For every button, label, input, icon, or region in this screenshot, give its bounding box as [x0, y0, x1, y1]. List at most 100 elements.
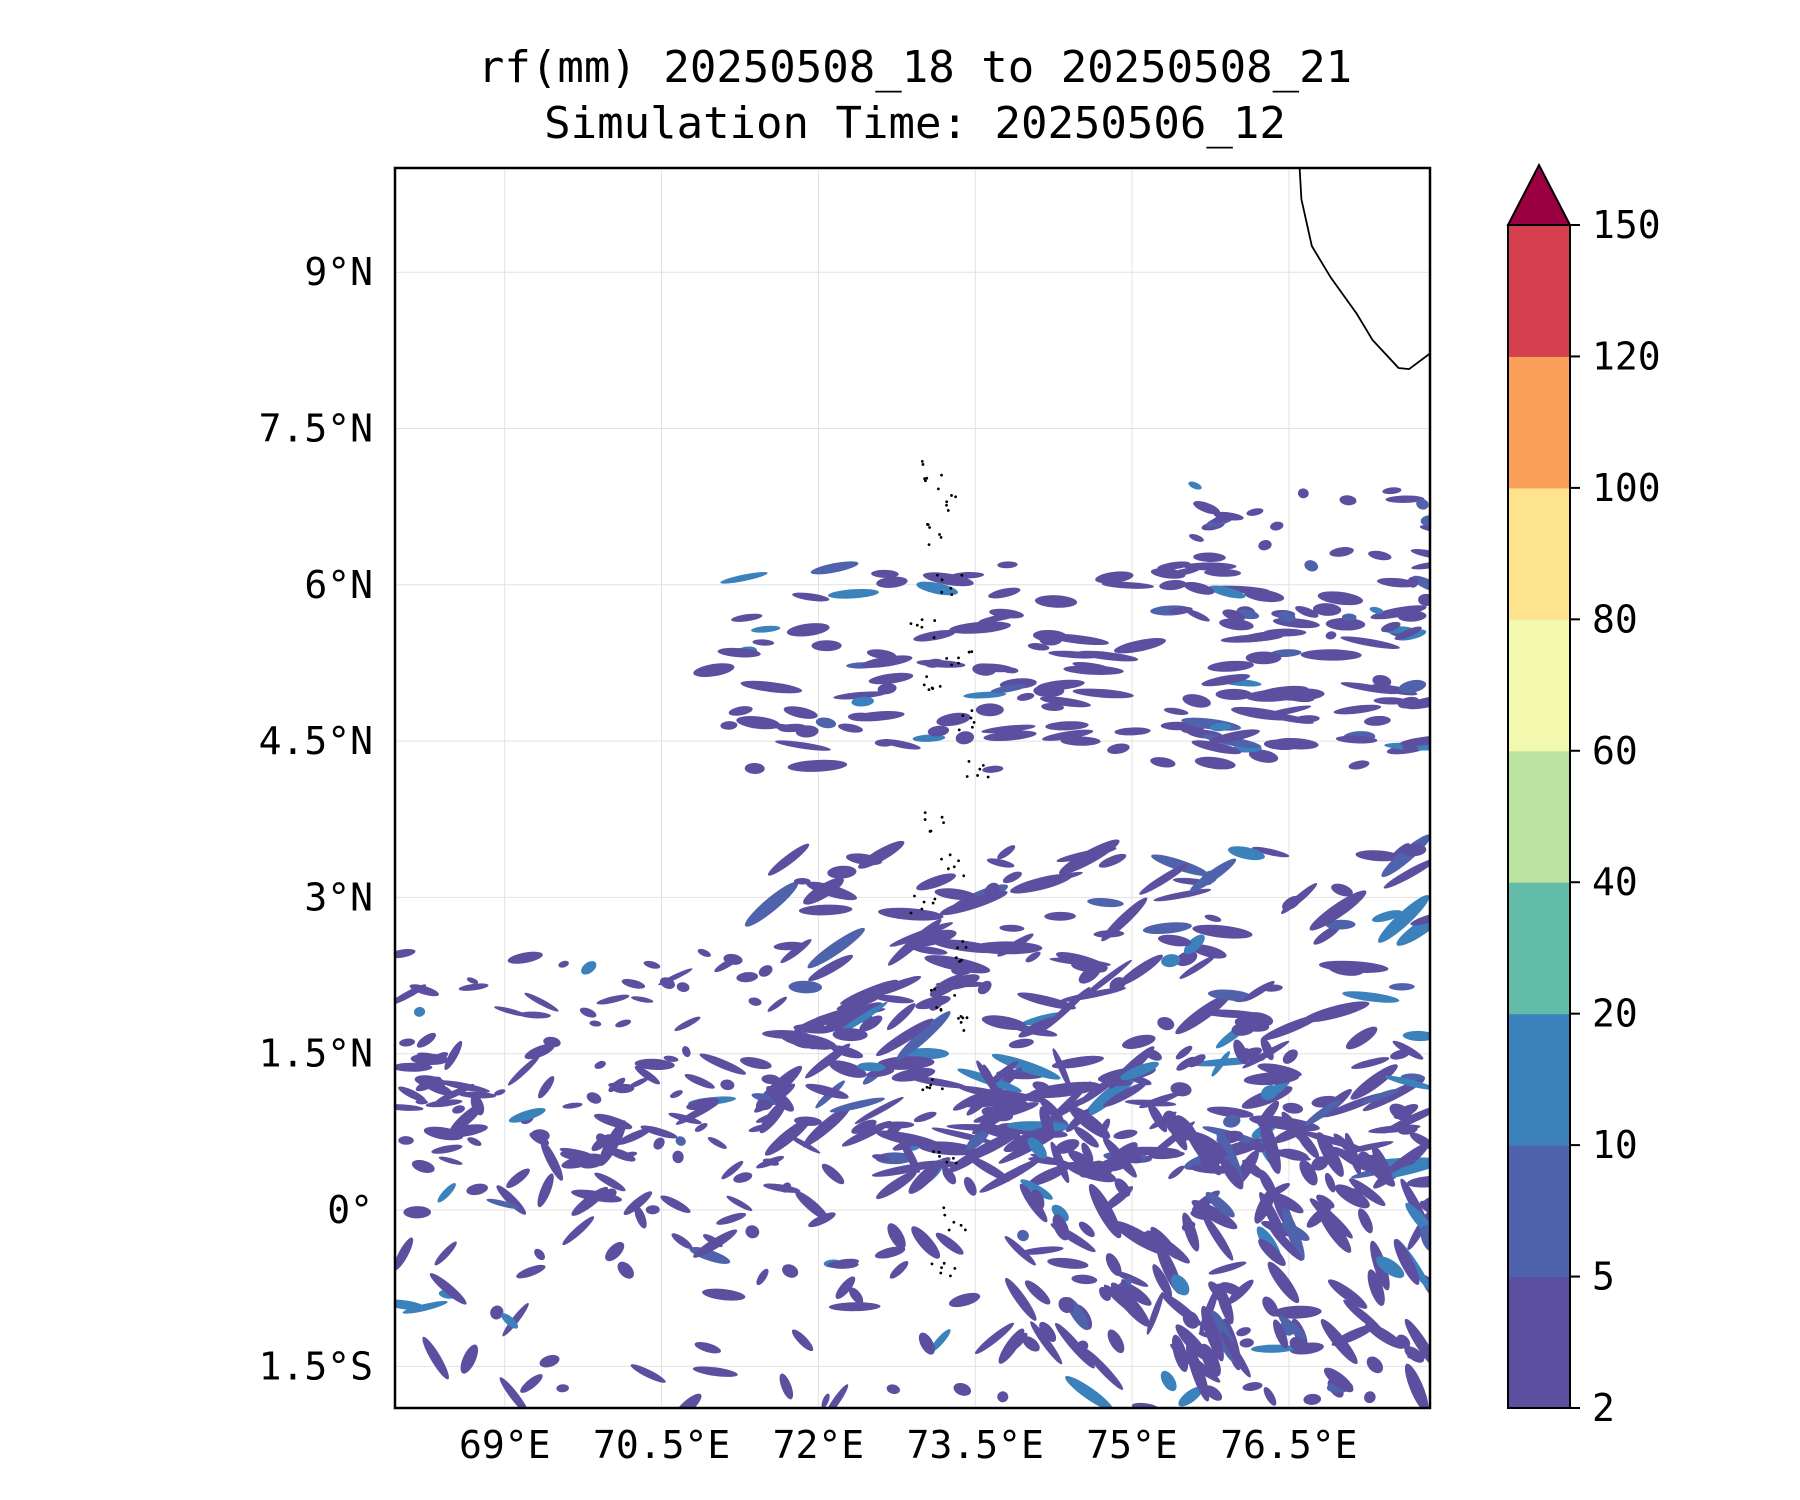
atoll-dot [967, 650, 971, 654]
rain-cell [1183, 934, 1205, 955]
rain-cell [1396, 1334, 1411, 1349]
rain-cell [1259, 1191, 1286, 1240]
rain-cell [854, 1096, 904, 1125]
rain-cell [1364, 1391, 1376, 1404]
rain-cell [1406, 1175, 1430, 1188]
atoll-dot [921, 1088, 925, 1092]
rain-cell [1188, 481, 1202, 490]
rain-cell [999, 924, 1025, 932]
rain-cell [1157, 934, 1192, 947]
rain-cell [694, 1122, 708, 1132]
rain-cell [935, 1232, 964, 1255]
rain-cell [966, 1128, 990, 1151]
atoll-dot [972, 720, 976, 724]
rain-cell [963, 1176, 977, 1196]
colorbar-extend-arrow [1506, 162, 1572, 226]
rain-cell [1358, 1208, 1373, 1234]
rain-cell [1003, 1332, 1028, 1355]
rain-cell [911, 1226, 941, 1259]
rain-cell [1208, 1281, 1225, 1299]
rain-cell [748, 1124, 771, 1133]
atoll-dot [957, 859, 960, 863]
rain-cell [764, 1117, 812, 1156]
rain-cell [395, 1062, 433, 1072]
rain-cell [1262, 984, 1283, 992]
rain-cell [810, 561, 859, 575]
rain-cell [929, 1329, 951, 1353]
rain-cell [1002, 871, 1022, 884]
rain-cell [466, 1183, 488, 1196]
rain-cell [1189, 533, 1204, 542]
rain-cell [851, 696, 874, 707]
rain-cell [1052, 1214, 1070, 1241]
colorbar-tick-label: 120 [1592, 334, 1661, 378]
atoll-dot [945, 503, 948, 507]
rain-cell [1385, 495, 1425, 503]
atoll-dot [922, 683, 926, 687]
atoll-dot [965, 1016, 969, 1020]
rain-cell [1233, 1039, 1248, 1065]
rain-cell [1191, 740, 1242, 755]
atoll-dot [920, 459, 924, 463]
rain-cell [717, 647, 761, 658]
rain-cell [1243, 1071, 1300, 1086]
rain-cell [1034, 595, 1078, 608]
rain-cell [872, 1154, 891, 1162]
rain-cell [934, 888, 977, 901]
atoll-dot [936, 487, 940, 491]
rain-cell [808, 1212, 836, 1228]
rain-cell [911, 1021, 940, 1046]
rain-cell [1107, 1329, 1125, 1354]
colorbar-tick-label: 60 [1592, 729, 1638, 773]
rain-cell [756, 1099, 773, 1111]
atoll-dot [950, 593, 954, 597]
rain-cell [975, 703, 1004, 717]
rain-cell [874, 739, 894, 747]
rain-cell [1299, 1159, 1318, 1186]
rain-cell [1333, 1133, 1357, 1157]
rain-cell [1316, 1132, 1344, 1177]
rain-cell [1079, 959, 1132, 1001]
rain-cell [1220, 1158, 1244, 1190]
rain-cell [936, 712, 971, 727]
rain-cell [1368, 550, 1392, 561]
rain-cell [1103, 1082, 1147, 1107]
rain-cell [1220, 1331, 1251, 1378]
rain-cell [1206, 1106, 1254, 1118]
atoll-dot [954, 956, 958, 960]
atoll-dot [929, 1083, 933, 1087]
rain-cell [1078, 965, 1101, 984]
rain-cell [721, 1160, 744, 1180]
rain-cell [981, 724, 1036, 734]
rain-cell [791, 1329, 814, 1352]
rain-cell [1047, 1257, 1089, 1269]
rain-cell [621, 978, 646, 989]
rain-cell [1095, 571, 1134, 584]
rain-cell [1324, 1172, 1336, 1193]
atoll-dot [929, 829, 933, 833]
rain-cell [1032, 1081, 1051, 1093]
atoll-dot [939, 1008, 943, 1012]
rain-cell [1391, 1152, 1415, 1173]
rain-cell [1278, 1315, 1307, 1340]
rain-cell [559, 1147, 594, 1158]
rain-cell [1281, 1222, 1310, 1241]
rain-cell [1260, 1037, 1274, 1061]
rain-cell [924, 955, 991, 974]
atoll-dot [933, 987, 937, 991]
rain-cell [740, 680, 803, 694]
rain-cell [508, 1107, 546, 1123]
rain-cell [1410, 549, 1430, 560]
rain-cell [1202, 1214, 1234, 1261]
atoll-dot [940, 857, 943, 861]
rain-cell [1071, 1274, 1098, 1285]
rain-cell [395, 1237, 414, 1271]
rain-cell [684, 1074, 715, 1089]
rain-cell [634, 1205, 647, 1229]
rain-cell [879, 1121, 915, 1129]
atoll-dot [954, 495, 957, 499]
rain-cell [787, 1134, 821, 1154]
rain-cell [499, 1377, 530, 1408]
atoll-dot [939, 1271, 943, 1275]
rain-cell [628, 1077, 649, 1089]
